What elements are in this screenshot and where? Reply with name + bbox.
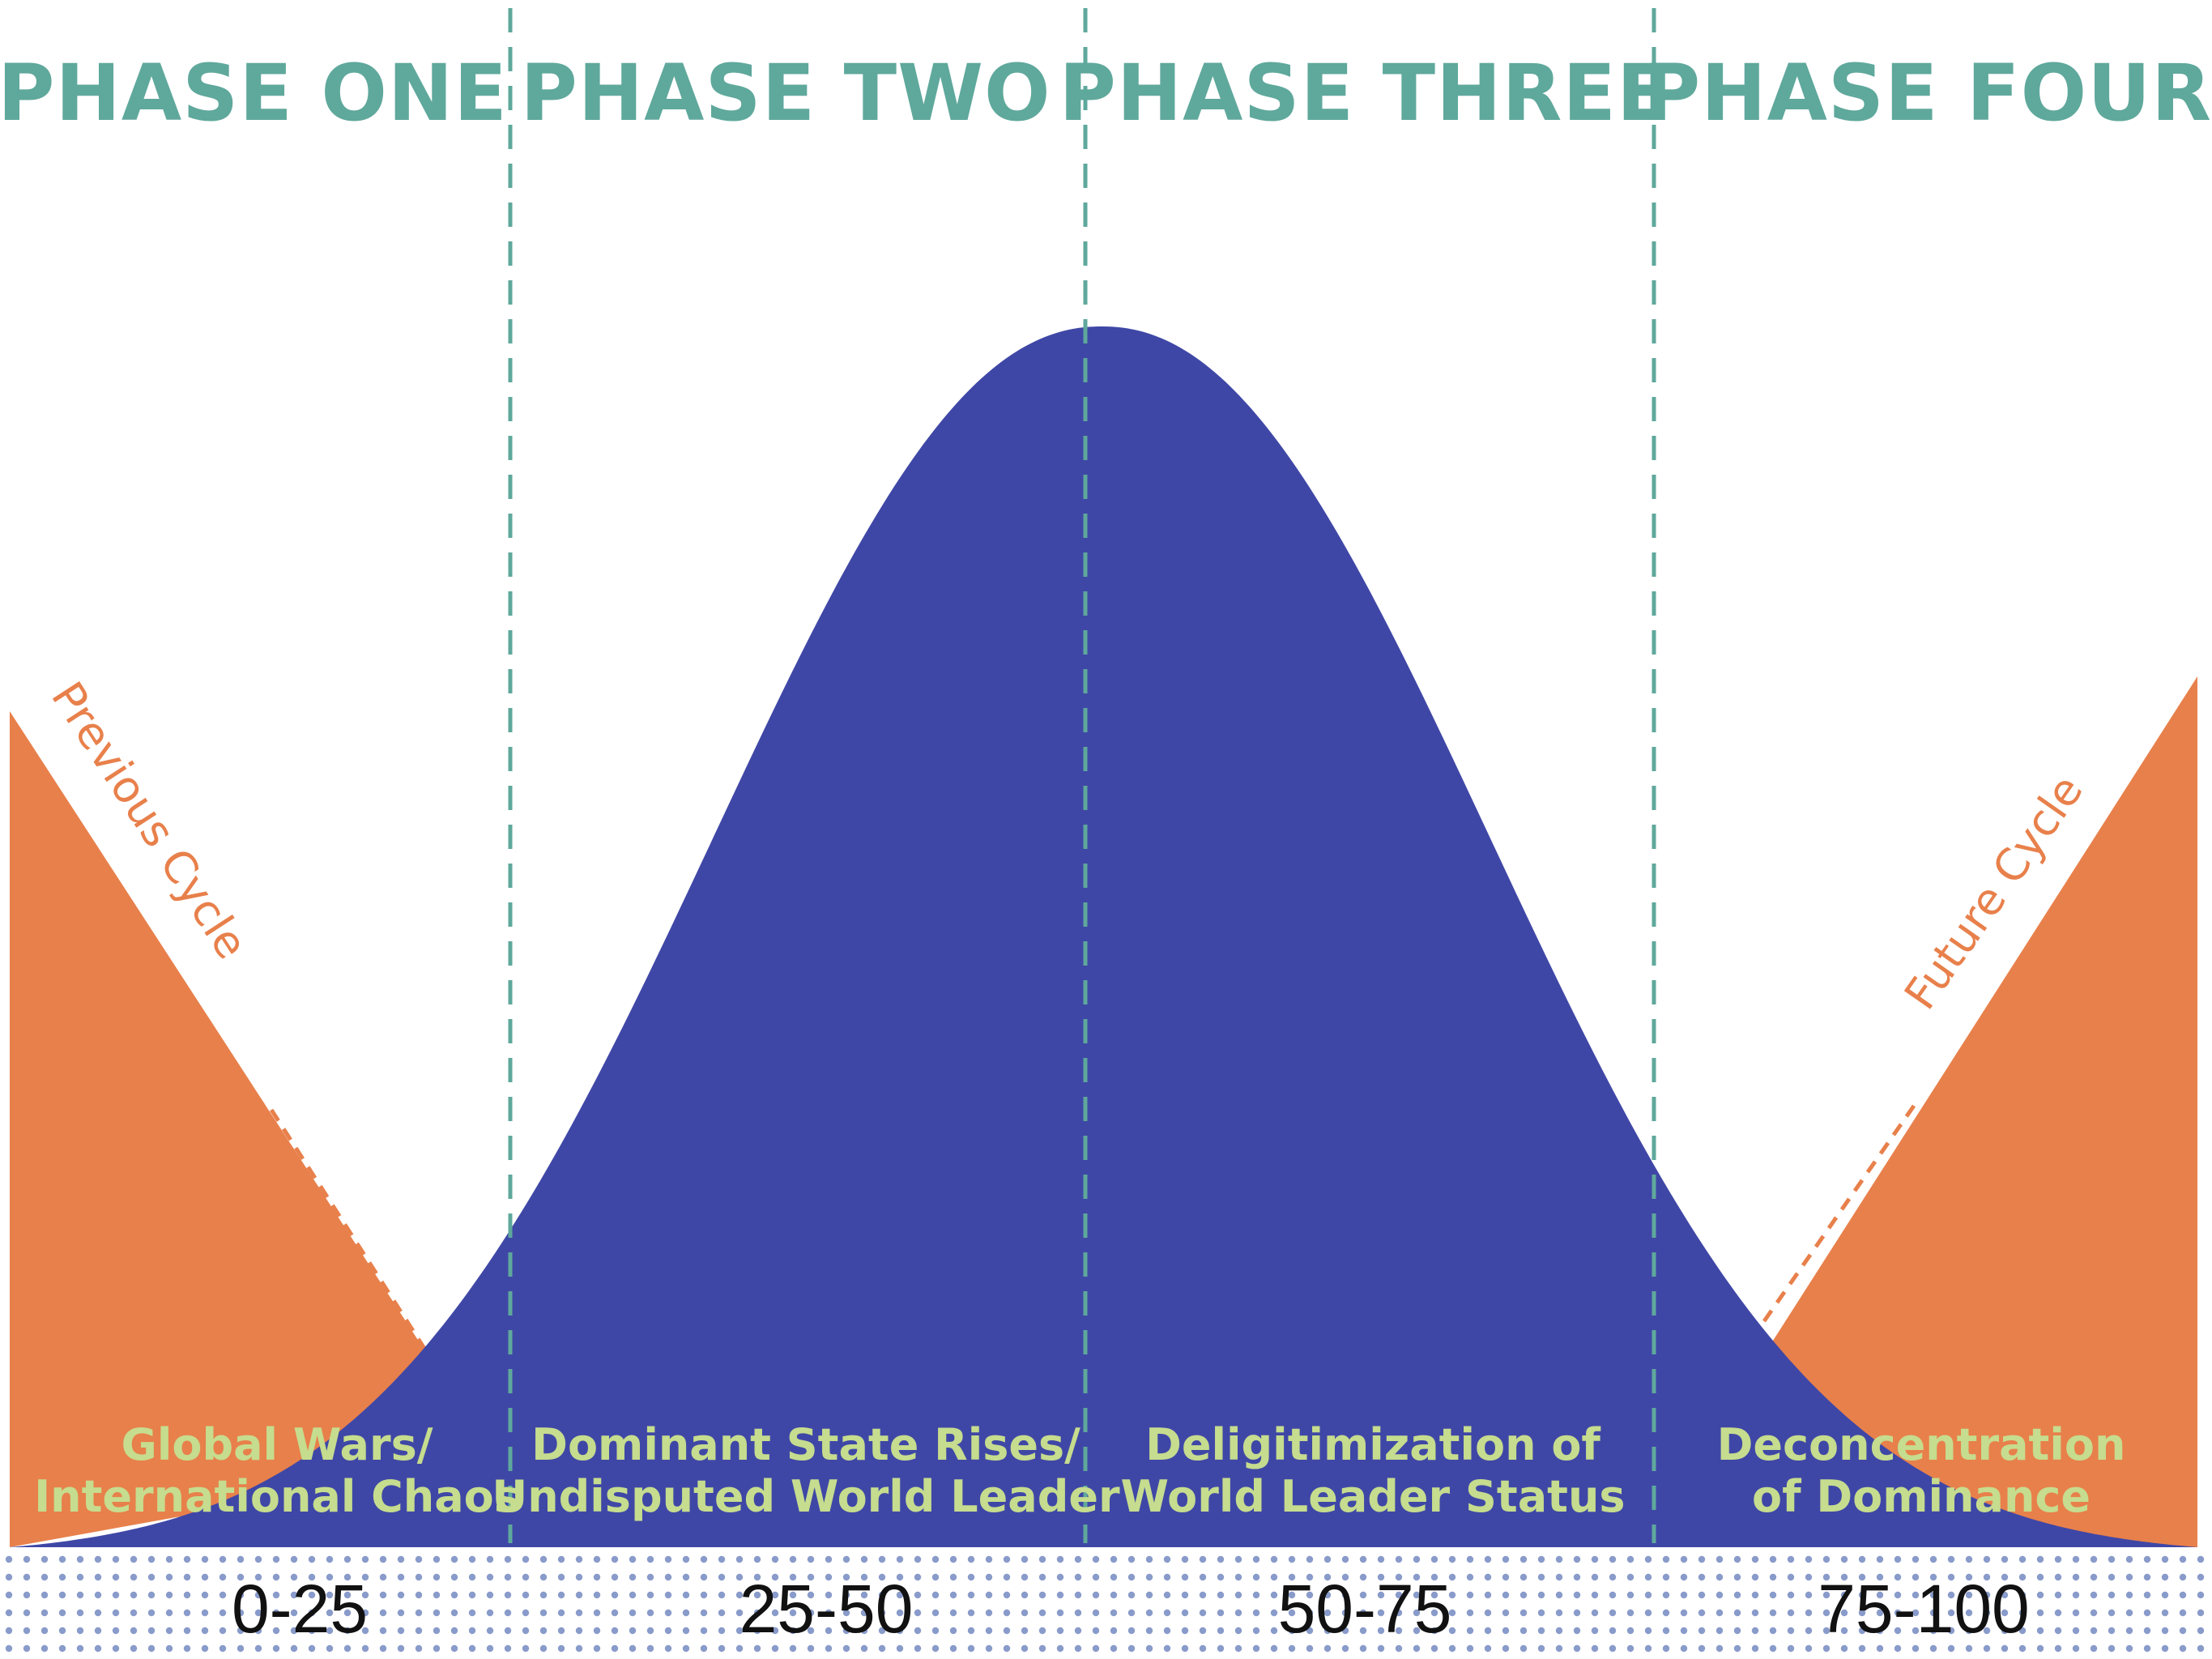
phase-description-2-line-2: Undisputed World Leader — [492, 1471, 1120, 1522]
year-range-4: 75-100 — [1818, 1571, 2030, 1647]
previous-cycle-edge — [54, 774, 274, 1111]
phase-dividers — [508, 8, 1656, 1543]
phase-description-3-line-1: Deligitimization of — [1145, 1419, 1600, 1470]
year-range-2: 25-50 — [739, 1571, 914, 1647]
timeline-band — [0, 1547, 2212, 1659]
phase-description-4-line-1: Deconcentration — [1717, 1419, 2126, 1470]
phase-description-4-line-2: of Dominance — [1752, 1471, 2091, 1522]
phase-title-2: PHASE TWO — [520, 48, 1051, 139]
phase-title-1: PHASE ONE — [0, 48, 508, 139]
phase-title-3: PHASE THREE — [1059, 48, 1670, 139]
timeline-band-fade — [0, 1547, 2212, 1659]
phase-description-1-line-2: International Chaos — [34, 1471, 520, 1522]
year-range-3: 50-75 — [1278, 1571, 1452, 1647]
year-range-1: 0-25 — [232, 1571, 368, 1647]
phase-description-2-line-1: Dominant State Rises/ — [531, 1419, 1080, 1470]
future-cycle-area — [1641, 676, 2197, 1547]
phase-description-3-line-2: World Leader Status — [1120, 1471, 1625, 1522]
phase-descriptions: Global Wars/International ChaosDominant … — [34, 1419, 2125, 1522]
year-range-labels: 0-25 25-50 50-75 75-100 — [232, 1571, 2030, 1647]
hegemony-bell-curve — [10, 326, 2197, 1547]
phase-title-4: PHASE FOUR — [1643, 48, 2212, 139]
phase-description-1-line-1: Global Wars/ — [121, 1419, 433, 1470]
previous-cycle-area — [10, 711, 496, 1547]
